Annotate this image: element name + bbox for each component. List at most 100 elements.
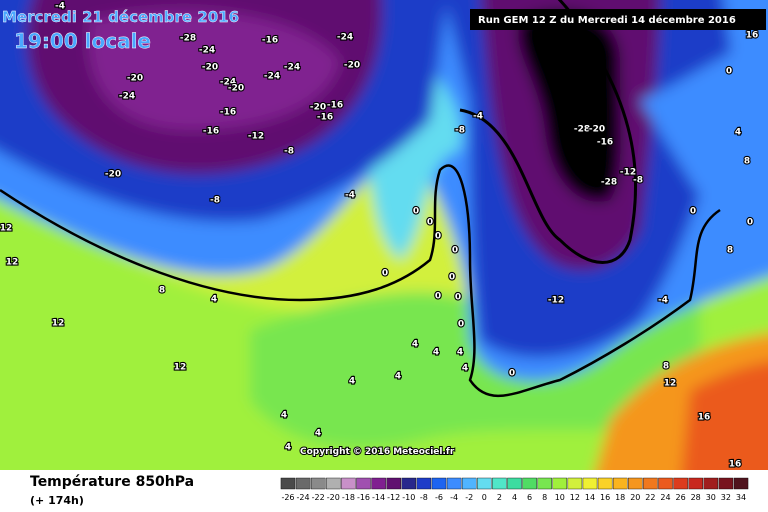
legend-swatch (461, 477, 477, 490)
contour-label: -28 (180, 34, 196, 44)
legend-label: 8 (542, 493, 547, 502)
contour-label: -20 (127, 74, 143, 84)
field-title: Température 850hPa (30, 474, 194, 490)
legend-label: -14 (372, 493, 385, 502)
contour-label: 0 (690, 207, 696, 217)
temperature-map: -4-28-24-16 -24-20-24-20-24-24 -20-20-24-1… (0, 0, 768, 470)
contour-label: 8 (663, 362, 669, 372)
contour-label: 0 (726, 67, 732, 77)
contour-label: 4 (285, 443, 291, 453)
legend-label: 28 (691, 493, 701, 502)
contour-label: -24 (199, 46, 215, 56)
contour-label: 4 (457, 348, 463, 358)
legend-label: 20 (630, 493, 640, 502)
legend-swatch (628, 477, 643, 490)
legend-swatch (507, 477, 522, 490)
contour-label: -20 (589, 125, 605, 135)
legend-swatch (612, 477, 628, 490)
contour-label: -16 (220, 108, 236, 118)
contour-label: 4 (433, 348, 439, 358)
contour-label: 0 (509, 369, 515, 379)
contour-label: 4 (211, 295, 217, 305)
legend-swatch (582, 477, 598, 490)
contour-label: -20 (105, 170, 121, 180)
legend-swatch (688, 477, 703, 490)
contour-label: 0 (449, 273, 455, 283)
valid-time: 19:00 locale (14, 29, 151, 53)
legend-label: 16 (600, 493, 610, 502)
contour-label: 12 (0, 224, 12, 234)
contour-label: 4 (315, 429, 321, 439)
contour-label: -8 (455, 126, 465, 136)
legend-label: -8 (420, 493, 428, 502)
contour-labels: -4-28-24-16 -24-20-24-20-24-24 -20-20-24-1… (0, 0, 759, 470)
contour-label: -20 (310, 103, 326, 113)
contour-label: 4 (462, 364, 468, 374)
legend-swatch (310, 477, 326, 490)
legend-label: -24 (297, 493, 310, 502)
legend-swatch (431, 477, 447, 490)
contour-label: 8 (727, 246, 733, 256)
legend-label: -16 (357, 493, 370, 502)
legend-label: 0 (482, 493, 487, 502)
legend-swatch (477, 477, 492, 490)
legend-swatch (371, 477, 386, 490)
contour-label: -16 (317, 113, 333, 123)
legend-swatch (552, 477, 568, 490)
legend-label: 18 (615, 493, 625, 502)
legend-swatch (280, 477, 296, 490)
contour-label: 0 (382, 269, 388, 279)
contour-label: 12 (6, 258, 19, 268)
legend-label: -18 (342, 493, 355, 502)
contour-label: -20 (202, 63, 218, 73)
legend-label: -6 (435, 493, 443, 502)
contour-label: 4 (735, 128, 741, 138)
legend-swatch (643, 477, 658, 490)
legend-swatch (326, 477, 341, 490)
contour-label: 4 (395, 372, 401, 382)
contour-label: -16 (327, 101, 343, 111)
legend-label: 34 (736, 493, 746, 502)
contour-label: -12 (620, 168, 636, 178)
color-scale: -26 -24 -22 -20 -18 -16 -14 -12 -10 -8 -6 -4 -2 0 2 4 6 8… (280, 477, 749, 502)
contour-label: -8 (284, 147, 294, 157)
legend-swatch (446, 477, 462, 490)
run-info: Run GEM 12 Z du Mercredi 14 décembre 201… (478, 14, 736, 26)
contour-label: 12 (52, 319, 65, 329)
contour-label: -8 (210, 196, 220, 206)
contour-label: 16 (698, 413, 711, 423)
legend-swatch (703, 477, 719, 490)
contour-label: -20 (344, 61, 360, 71)
contour-label: -24 (284, 63, 300, 73)
legend-swatch (537, 477, 552, 490)
contour-label: 12 (664, 379, 677, 389)
legend-swatch (718, 477, 734, 490)
legend-label: -22 (312, 493, 325, 502)
legend-label: -2 (465, 493, 473, 502)
legend-label: 4 (512, 493, 517, 502)
zero-isotherm (0, 0, 721, 398)
legend-swatch (733, 477, 749, 490)
legend-swatch (401, 477, 417, 490)
run-box (470, 9, 766, 30)
valid-date: Mercredi 21 décembre 2016 (2, 8, 239, 26)
contour-label: -4 (658, 296, 668, 306)
contour-label: 16 (729, 460, 742, 470)
legend-label: 12 (570, 493, 580, 502)
contour-label: -4 (345, 191, 355, 201)
footer: Température 850hPa (+ 174h) -26 -24 -22 -20… (30, 474, 749, 507)
contour-label: -8 (633, 176, 643, 186)
legend-label: -4 (450, 493, 458, 502)
contour-label: 8 (159, 286, 165, 296)
contour-label: 0 (413, 207, 419, 217)
legend-swatch (492, 477, 507, 490)
contour-label: -24 (264, 72, 280, 82)
legend-swatch (673, 477, 688, 490)
contour-label: -16 (597, 138, 613, 148)
legend-swatch (341, 477, 356, 490)
legend-swatch (567, 477, 583, 490)
contour-label: -24 (220, 78, 236, 88)
legend-label: -20 (327, 493, 340, 502)
legend-swatch (295, 477, 311, 490)
contour-label: -28 (574, 125, 590, 135)
